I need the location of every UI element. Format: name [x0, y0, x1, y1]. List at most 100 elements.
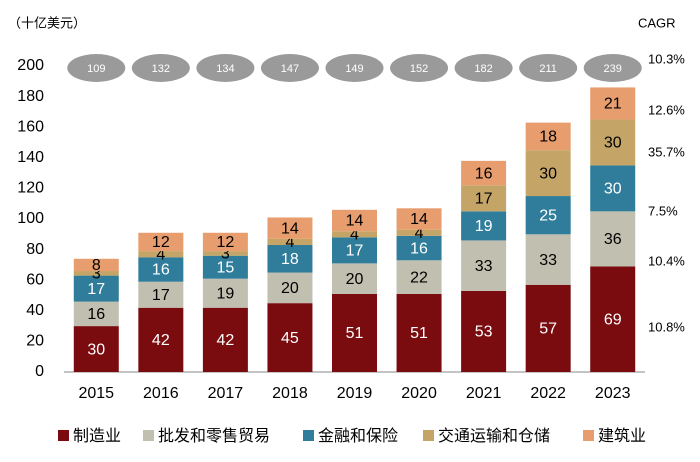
bar-segment [396, 229, 442, 236]
total-badge [583, 54, 642, 82]
total-label: 182 [474, 63, 492, 75]
y-tick-label: 80 [26, 241, 44, 258]
data-label: 12 [216, 234, 234, 251]
data-label: 17 [475, 191, 493, 208]
bar-segment [525, 234, 571, 285]
data-label: 42 [152, 332, 170, 349]
bar-segment [138, 307, 184, 372]
bar-segment [332, 293, 377, 372]
x-tick-label: 2015 [78, 385, 114, 402]
data-label: 19 [475, 218, 493, 235]
total-badge [67, 54, 126, 82]
legend-label: 批发和零售贸易 [158, 427, 270, 445]
data-label: 21 [604, 96, 622, 113]
data-label: 17 [152, 287, 170, 304]
y-tick-label: 200 [17, 57, 44, 74]
bar-segment [525, 150, 571, 197]
y-axis-label: （十亿美元） [8, 15, 86, 30]
data-label: 57 [539, 321, 557, 338]
bar-segment [590, 165, 636, 212]
data-label: 8 [92, 257, 101, 274]
legend-swatch [143, 430, 154, 441]
data-label: 22 [410, 269, 428, 286]
legend-swatch [303, 430, 314, 441]
bar-segment [396, 208, 442, 230]
data-label: 45 [281, 330, 299, 347]
bar-segment [202, 232, 248, 252]
data-label: 16 [152, 262, 170, 279]
bar-segment [267, 217, 313, 239]
bar-segment [396, 293, 442, 372]
data-label: 25 [539, 207, 557, 224]
data-label: 20 [346, 271, 364, 288]
bar-segment [461, 160, 507, 186]
total-label: 149 [345, 63, 363, 75]
cagr-title: CAGR [638, 15, 676, 30]
data-label: 30 [87, 341, 105, 358]
data-label: 51 [410, 325, 428, 342]
bar-segment [461, 211, 507, 241]
total-badge [454, 54, 513, 82]
legend-label: 建筑业 [598, 427, 646, 445]
y-tick-label: 160 [17, 118, 44, 135]
cagr-label: 10.3% [648, 51, 685, 66]
bar-segment [461, 240, 507, 291]
bar-segment [202, 307, 248, 372]
total-badge [131, 54, 190, 82]
bar-segment [138, 257, 184, 282]
cagr-label: 12.6% [648, 102, 685, 117]
bar-segment [590, 87, 636, 120]
bar-segment [590, 211, 636, 267]
x-tick-label: 2016 [143, 385, 179, 402]
bar-segment [332, 231, 377, 238]
data-label: 17 [346, 243, 364, 260]
bar-segment [267, 303, 313, 372]
cagr-label: 10.4% [648, 253, 685, 268]
x-tick-label: 2023 [595, 385, 631, 402]
y-tick-label: 100 [17, 210, 44, 227]
data-label: 19 [216, 285, 234, 302]
data-label: 33 [539, 252, 557, 269]
legend-label: 交通运输和仓储 [438, 427, 550, 445]
data-label: 18 [539, 129, 557, 146]
y-tick-label: 60 [26, 271, 44, 288]
bar-segment [73, 258, 119, 272]
bar-segment [267, 238, 313, 246]
bar-segment [267, 272, 313, 304]
data-label: 17 [87, 281, 105, 298]
total-label: 147 [281, 63, 299, 75]
data-label: 14 [281, 220, 299, 237]
data-label: 33 [475, 258, 493, 275]
data-label: 16 [475, 165, 493, 182]
bar-segment [267, 245, 313, 273]
data-label: 20 [281, 280, 299, 297]
data-label: 15 [216, 259, 234, 276]
data-label: 14 [410, 211, 428, 228]
total-label: 132 [152, 63, 170, 75]
bar-segment [138, 232, 184, 252]
total-badge [519, 54, 578, 82]
data-label: 4 [415, 225, 424, 242]
data-label: 12 [152, 234, 170, 251]
bar-segment [332, 209, 377, 232]
y-tick-label: 20 [26, 333, 44, 350]
data-label: 4 [285, 234, 294, 251]
cagr-label: 35.7% [648, 144, 685, 159]
total-label: 109 [87, 63, 105, 75]
data-label: 36 [604, 231, 622, 248]
legend-label: 制造业 [73, 427, 121, 445]
bar-segment [332, 237, 377, 264]
data-label: 16 [410, 240, 428, 257]
x-tick-label: 2019 [337, 385, 373, 402]
data-label: 69 [604, 311, 622, 328]
total-badge [196, 54, 255, 82]
data-label: 51 [346, 325, 364, 342]
bar-segment [525, 122, 571, 151]
data-label: 30 [604, 181, 622, 198]
bar-segment [73, 326, 119, 372]
data-label: 18 [281, 251, 299, 268]
data-label: 53 [475, 324, 493, 341]
bar-segment [202, 255, 248, 279]
total-badge [260, 54, 319, 82]
